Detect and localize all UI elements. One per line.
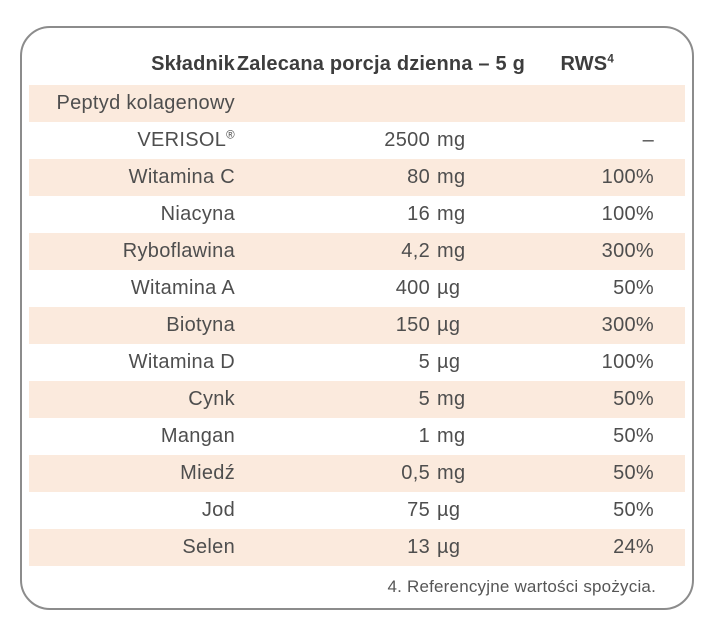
unit-cell: µg <box>437 499 461 521</box>
header-ingredient: Składnik <box>151 53 235 75</box>
ingredient-cell: Witamina C <box>128 166 235 188</box>
nutrition-table-card: Składnik Zalecana porcja dzienna – 5 g R… <box>20 26 694 610</box>
ingredient-cell: Niacyna <box>160 203 235 225</box>
registered-trademark-symbol: ® <box>226 128 235 142</box>
unit-cell: mg <box>437 203 466 225</box>
footnote-text: 4. Referencyjne wartości spożycia. <box>387 577 656 596</box>
amount-cell: 150 <box>395 314 430 336</box>
rws-cell: 300% <box>601 314 654 336</box>
unit-cell: µg <box>437 314 461 336</box>
rws-cell: 300% <box>601 240 654 262</box>
amount-cell: 2500 <box>384 129 430 151</box>
table-row: Niacyna 16 mg 100% <box>29 196 685 233</box>
amount-cell: 5 <box>418 388 430 410</box>
table-row: Biotyna 150 µg 300% <box>29 307 685 344</box>
unit-cell: mg <box>437 240 466 262</box>
table-row: Witamina D 5 µg 100% <box>29 344 685 381</box>
table-row: Cynk 5 mg 50% <box>29 381 685 418</box>
ingredient-cell: Jod <box>201 499 235 521</box>
amount-cell: 400 <box>395 277 430 299</box>
rws-cell: 50% <box>613 425 654 447</box>
unit-cell: mg <box>437 388 466 410</box>
ingredient-cell: Biotyna <box>166 314 235 336</box>
unit-cell: µg <box>437 351 461 373</box>
unit-cell: mg <box>437 166 466 188</box>
rws-cell: 50% <box>613 277 654 299</box>
table-row: Peptyd kolagenowy <box>29 85 685 122</box>
ingredient-cell: Ryboflawina <box>122 240 235 262</box>
amount-cell: 0,5 <box>401 462 430 484</box>
table-row: Miedź 0,5 mg 50% <box>29 455 685 492</box>
table-row: Witamina C 80 mg 100% <box>29 159 685 196</box>
table-row: Witamina A 400 µg 50% <box>29 270 685 307</box>
unit-cell: mg <box>437 129 466 151</box>
table-body: Peptyd kolagenowy VERISOL® 2500 mg – Wit… <box>29 85 685 566</box>
unit-cell: mg <box>437 462 466 484</box>
rws-cell: – <box>642 129 654 151</box>
header-rws: RWS4 <box>525 53 685 76</box>
amount-cell: 80 <box>407 166 430 188</box>
amount-cell: 75 <box>407 499 430 521</box>
ingredient-cell: Selen <box>182 536 235 558</box>
header-rws-footnote-marker: 4 <box>607 52 614 66</box>
amount-cell: 5 <box>418 351 430 373</box>
rws-cell: 50% <box>613 499 654 521</box>
table-header-row: Składnik Zalecana porcja dzienna – 5 g R… <box>29 28 685 85</box>
rws-cell: 100% <box>601 203 654 225</box>
ingredient-cell: Witamina D <box>128 351 235 373</box>
amount-cell: 1 <box>418 425 430 447</box>
unit-cell: mg <box>437 425 466 447</box>
ingredient-cell: VERISOL® <box>137 128 235 151</box>
header-rws-label: RWS <box>560 53 608 75</box>
ingredient-cell: Miedź <box>180 462 235 484</box>
table-row: Selen 13 µg 24% <box>29 529 685 566</box>
table-row: Mangan 1 mg 50% <box>29 418 685 455</box>
unit-cell: µg <box>437 277 461 299</box>
rws-cell: 50% <box>613 388 654 410</box>
amount-cell: 4,2 <box>401 240 430 262</box>
rws-cell: 100% <box>601 351 654 373</box>
ingredient-cell: Cynk <box>188 388 235 410</box>
amount-cell: 16 <box>407 203 430 225</box>
ingredient-cell: Witamina A <box>130 277 235 299</box>
ingredient-cell: Peptyd kolagenowy <box>56 92 235 114</box>
table-row: Ryboflawina 4,2 mg 300% <box>29 233 685 270</box>
rws-cell: 50% <box>613 462 654 484</box>
unit-cell: µg <box>437 536 461 558</box>
table-row: Jod 75 µg 50% <box>29 492 685 529</box>
table-row: VERISOL® 2500 mg – <box>29 122 685 159</box>
amount-cell: 13 <box>407 536 430 558</box>
ingredient-cell: Mangan <box>160 425 235 447</box>
rws-cell: 100% <box>601 166 654 188</box>
rws-cell: 24% <box>613 536 654 558</box>
header-portion: Zalecana porcja dzienna – 5 g <box>236 53 525 75</box>
